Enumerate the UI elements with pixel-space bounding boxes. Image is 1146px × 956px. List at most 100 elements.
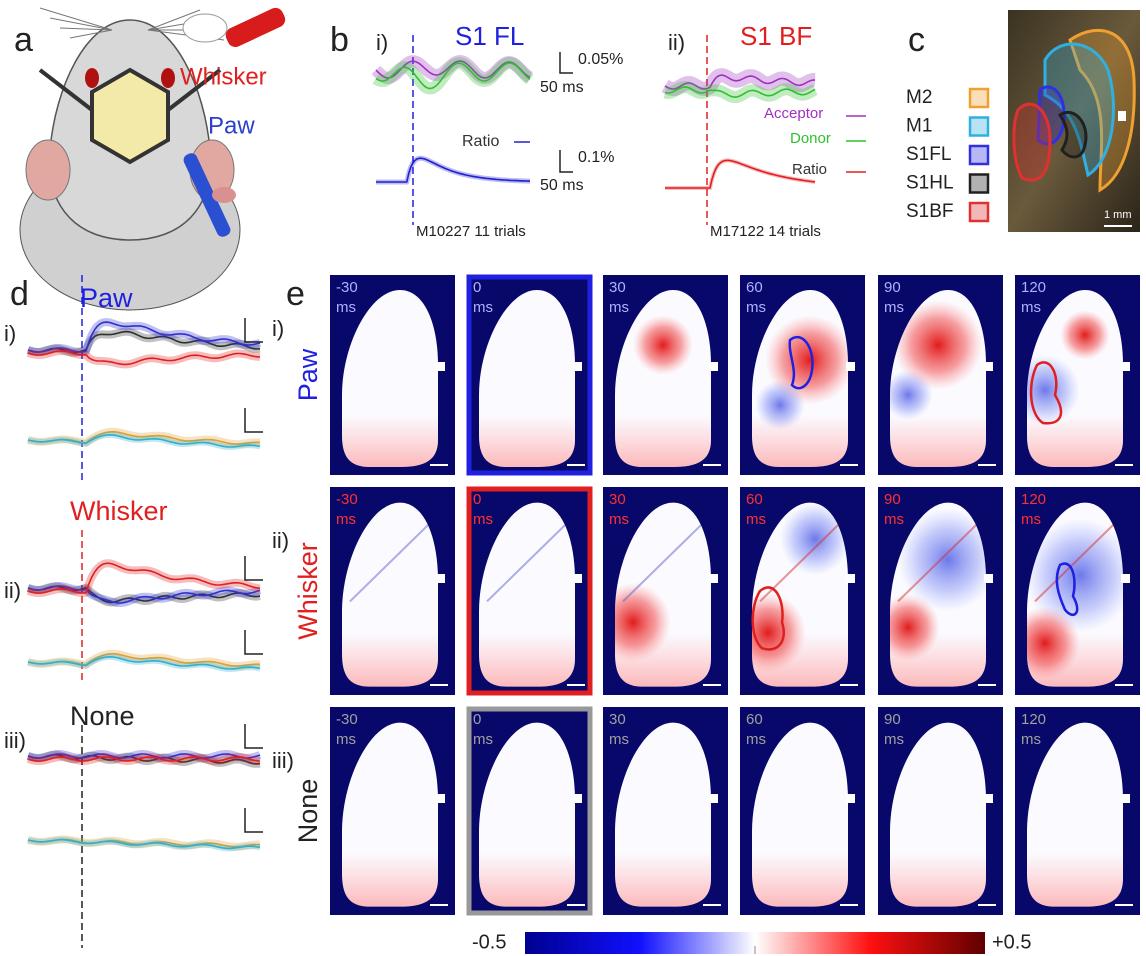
scale-label: 50 ms [540,79,584,96]
whisker [40,8,112,30]
marker [984,574,993,583]
sub-label: iii) [272,748,294,773]
marker [846,794,855,803]
marker [846,362,855,371]
legend-label: Donor [790,130,831,147]
marker [1121,794,1130,803]
stimulus-title: Whisker [70,496,168,526]
scale-label: 50 ms [540,177,584,194]
scale-bar [245,630,263,654]
time-unit: ms [1021,299,1041,316]
time-unit: ms [884,511,904,528]
time-label: 120 [1021,491,1046,508]
region-swatch [970,203,988,221]
time-unit: ms [336,731,356,748]
image-frame: 90 ms [876,487,1003,695]
mouse-paw [212,187,236,203]
scale-label: 0.1% [578,149,614,166]
marker [436,362,445,371]
marker [709,362,718,371]
sub-label: i) [4,321,16,346]
air-nozzle [223,5,288,49]
time-label: 90 [884,711,901,728]
trace-band [376,63,530,89]
sub-label: i) [272,316,284,341]
time-label: 0 [473,711,481,728]
scale-bar [560,150,573,172]
sub-label: iii) [4,728,26,753]
time-unit: ms [473,511,493,528]
time-label: -30 [336,711,358,728]
marker [1118,111,1126,121]
mouse-drawing [20,5,288,310]
marker [709,574,718,583]
stimulus-title: None [70,701,135,731]
region-outline [1014,104,1050,180]
image-frame: 0 ms [467,707,592,915]
time-label: 30 [609,711,626,728]
panel-label: e [286,275,305,313]
image-frame: 30 ms [603,275,728,475]
time-label: 120 [1021,711,1046,728]
region-label: M2 [906,87,932,108]
scale-bar [245,408,263,432]
mouse-ear [26,140,70,200]
mouse-eye [161,68,175,88]
colorbar-min: -0.5 [472,931,506,953]
time-unit: ms [609,299,629,316]
time-unit: ms [609,731,629,748]
marker [1121,362,1130,371]
time-unit: ms [336,511,356,528]
time-unit: ms [473,299,493,316]
marker [573,362,582,371]
time-label: 60 [746,491,763,508]
time-label: 90 [884,279,901,296]
scale-bar [560,52,573,73]
panel-title: S1 FL [455,21,524,51]
image-frame: -30ms [330,275,455,475]
scale-label: 0.05% [578,51,623,68]
marker [1121,574,1130,583]
scale-bar [245,318,263,342]
time-unit: ms [884,731,904,748]
panel-title: S1 BF [740,21,812,51]
image-frame: 120 ms [1015,707,1140,915]
region-swatch [970,146,988,164]
time-unit: ms [1021,731,1041,748]
marker [573,574,582,583]
time-label: 30 [609,279,626,296]
sub-label: ii) [272,528,289,553]
time-unit: ms [609,511,629,528]
whisker [50,18,112,30]
stimulus-title: Paw [293,348,323,401]
scale-bar [245,556,263,580]
scale-bar [245,808,263,832]
time-label: 90 [884,491,901,508]
figure: aWhiskerPawbi)S1 FL0.05%50 msRatio0.1%50… [0,0,1146,956]
time-unit: ms [1021,511,1041,528]
image-frame: 90 ms [878,707,1003,915]
region-label: M1 [906,116,932,137]
air-puff [183,14,227,42]
region-swatch [970,175,988,193]
panel-label: a [14,21,33,59]
image-frame: 30 ms [603,707,728,915]
time-label: 0 [473,491,481,508]
time-unit: ms [473,731,493,748]
image-frame: 0 ms [467,487,592,695]
region-swatch [970,118,988,136]
stimulus-title: Whisker [293,542,323,640]
trace-band [28,351,260,364]
region-label: S1FL [906,144,951,165]
sub-label: i) [376,30,388,55]
activity-blob [1060,310,1110,360]
marker [846,574,855,583]
time-unit: ms [746,731,766,748]
image-frame: 0ms [467,275,592,475]
marker [436,794,445,803]
panel-label: c [908,21,925,59]
